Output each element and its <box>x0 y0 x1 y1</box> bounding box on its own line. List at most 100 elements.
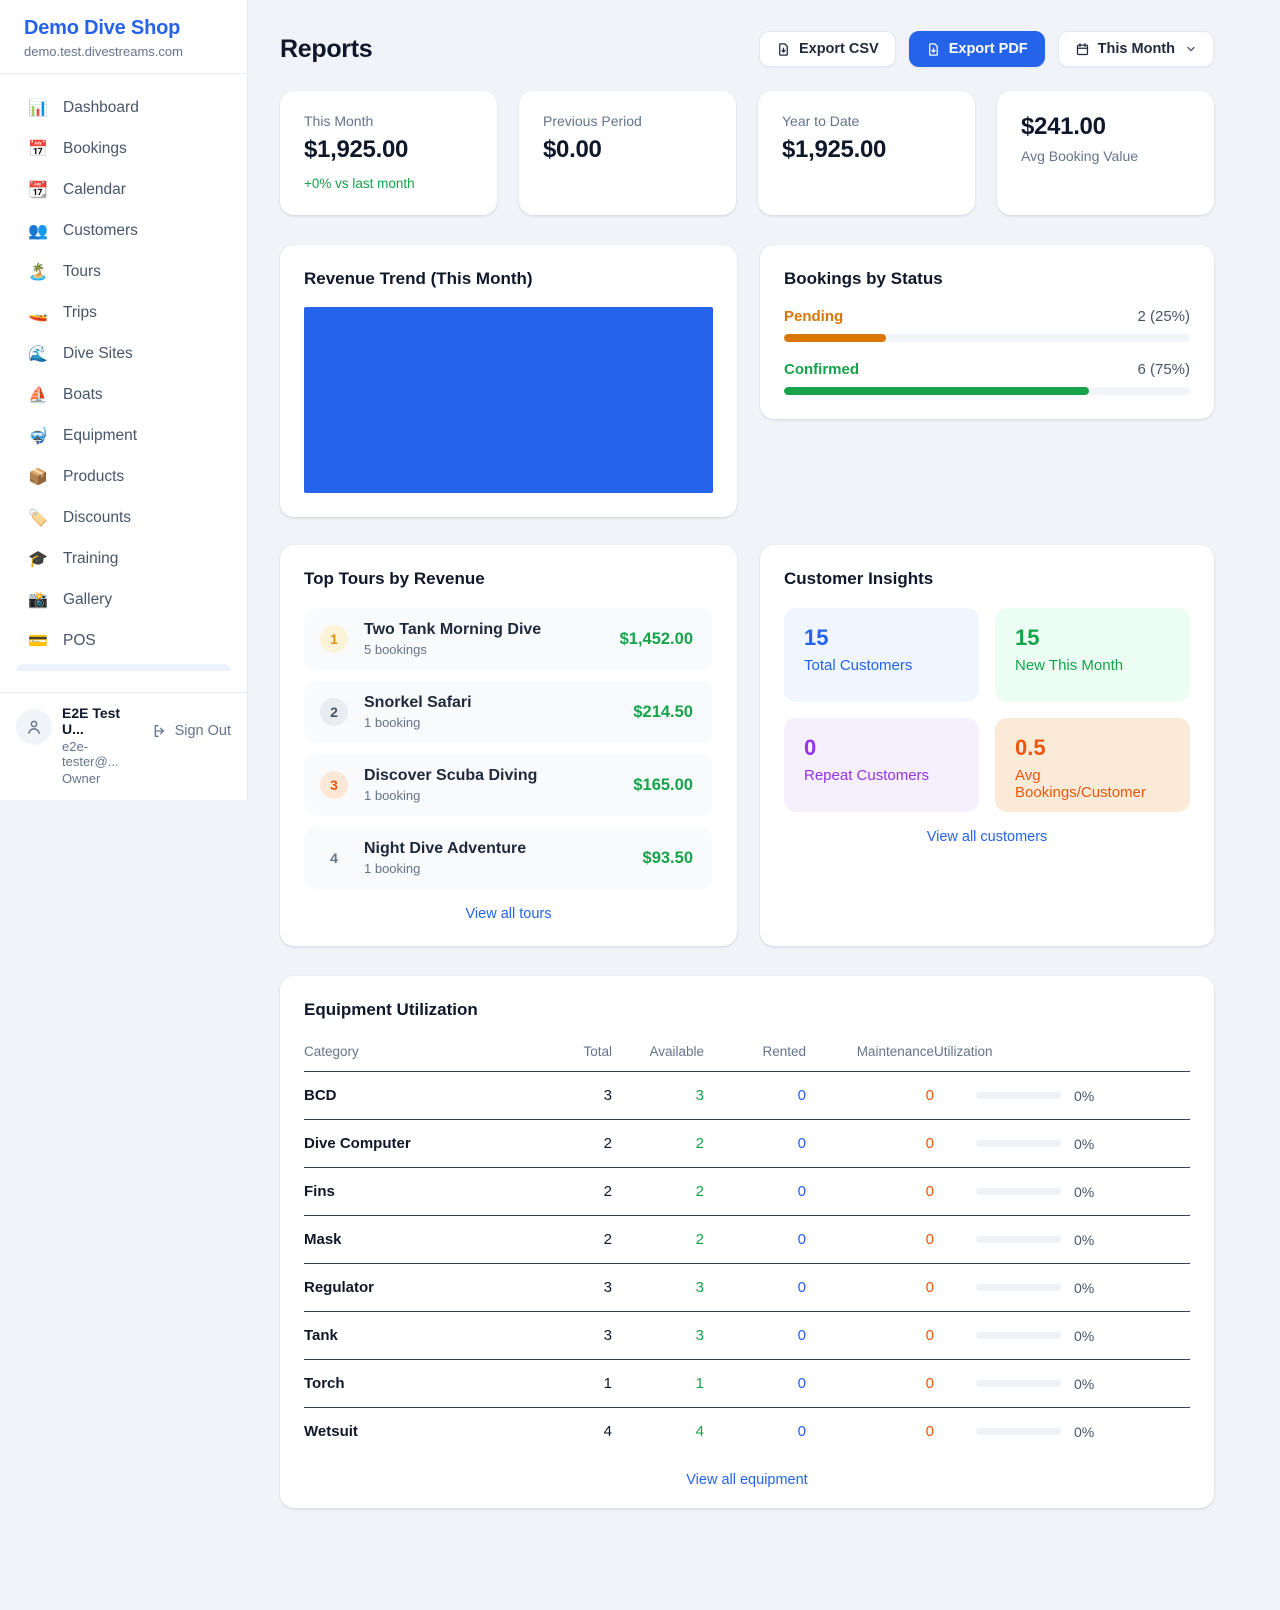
sidebar-item-label: Dashboard <box>63 99 139 116</box>
main-content: Reports Export CSV Export PDF This Month <box>280 0 1214 1508</box>
sidebar-item-calendar[interactable]: 📆 Calendar <box>16 172 231 208</box>
cell-available: 3 <box>612 1311 704 1360</box>
revenue-trend-title: Revenue Trend (This Month) <box>304 269 533 288</box>
sidebar-item-label: Equipment <box>63 427 138 444</box>
cell-utilization: 0% <box>934 1311 1190 1360</box>
sidebar-item-reports-partial[interactable] <box>16 664 231 671</box>
tour-row[interactable]: 4 Night Dive Adventure 1 booking $93.50 <box>304 827 713 889</box>
sidebar-item-pos[interactable]: 💳 POS <box>16 623 231 659</box>
sidebar-item-trips[interactable]: 🚤 Trips <box>16 295 231 331</box>
utilization-bar <box>976 1188 1061 1195</box>
cell-maintenance: 0 <box>925 1423 934 1440</box>
tour-revenue: $214.50 <box>633 702 693 721</box>
sidebar-item-gallery[interactable]: 📸 Gallery <box>16 582 231 618</box>
period-dropdown[interactable]: This Month <box>1057 31 1214 67</box>
sidebar-item-dashboard[interactable]: 📊 Dashboard <box>16 90 231 126</box>
chevron-down-icon <box>1187 46 1195 52</box>
equipment-table: Category Total Available Rented Maintena… <box>304 1034 1190 1455</box>
col-available: Available <box>612 1034 704 1072</box>
cell-maintenance: 0 <box>806 1071 934 1120</box>
user-role: Owner <box>62 771 101 786</box>
sidebar-item-label: Gallery <box>63 591 113 608</box>
shop-name: Demo Dive Shop <box>24 17 181 39</box>
cell-maintenance: 0 <box>806 1359 934 1408</box>
sidebar-item-training[interactable]: 🎓 Training <box>16 541 231 577</box>
sidebar-item-label: Bookings <box>63 140 127 157</box>
cell-category: Torch <box>304 1359 522 1408</box>
sidebar-item-products[interactable]: 📦 Products <box>16 459 231 495</box>
cell-available: 3 <box>612 1071 704 1120</box>
cell-total: 2 <box>522 1119 612 1168</box>
view-all-equipment-link[interactable]: View all equipment <box>686 1472 808 1488</box>
utilization-percent: 0% <box>1074 1183 1095 1200</box>
sidebar-item-label: Dive Sites <box>63 345 133 362</box>
sign-out-button[interactable]: Sign Out <box>152 723 231 739</box>
sidebar-item-label: Discounts <box>63 509 132 526</box>
equipment-table-header: Category Total Available Rented Maintena… <box>304 1034 1190 1072</box>
cell-maintenance: 0 <box>806 1167 934 1216</box>
view-all-customers-link[interactable]: View all customers <box>926 829 1048 845</box>
insight-tile-total-customers: 15 Total Customers <box>784 608 979 702</box>
rank-badge: 2 <box>320 698 348 726</box>
camera-icon: 📸 <box>28 592 48 609</box>
utilization-bar <box>976 1380 1061 1387</box>
stat-card-year-to-date: Year to Date $1,925.00 <box>758 91 975 215</box>
stat-card-previous-period: Previous Period $0.00 <box>519 91 736 215</box>
table-row[interactable]: BCD 3 3 0 0 0% <box>304 1071 1190 1120</box>
cell-category: Wetsuit <box>304 1423 358 1440</box>
sidebar-item-bookings[interactable]: 📅 Bookings <box>16 131 231 167</box>
cell-utilization: 0% <box>934 1215 1190 1264</box>
cell-total: 3 <box>522 1263 612 1312</box>
calendar-icon: 📆 <box>28 182 48 199</box>
stat-value: $241.00 <box>1021 113 1106 140</box>
col-category: Category <box>304 1034 522 1072</box>
sidebar-item-label: Tours <box>63 263 101 280</box>
sidebar-item-discounts[interactable]: 🏷️ Discounts <box>16 500 231 536</box>
table-row[interactable]: Tank 3 3 0 0 0% <box>304 1311 1190 1360</box>
cell-maintenance: 0 <box>806 1311 934 1360</box>
bookings-by-status-title: Bookings by Status <box>784 269 943 288</box>
table-row[interactable]: Regulator 3 3 0 0 0% <box>304 1263 1190 1312</box>
export-pdf-button[interactable]: Export PDF <box>908 31 1045 67</box>
calendar-17-icon: 📅 <box>28 141 48 158</box>
top-tours-card: Top Tours by Revenue 1 Two Tank Morning … <box>280 545 737 946</box>
sidebar-item-boats[interactable]: ⛵ Boats <box>16 377 231 413</box>
island-icon: 🏝️ <box>28 264 48 281</box>
table-row[interactable]: Fins 2 2 0 0 0% <box>304 1167 1190 1216</box>
tour-name: Night Dive Adventure <box>364 840 527 857</box>
sidebar-item-equipment[interactable]: 🤿 Equipment <box>16 418 231 454</box>
cell-available: 2 <box>612 1215 704 1264</box>
dive-mask-icon: 🤿 <box>28 428 48 445</box>
cell-available: 2 <box>612 1119 704 1168</box>
tour-row[interactable]: 1 Two Tank Morning Dive 5 bookings $1,45… <box>304 608 713 670</box>
sign-out-icon <box>154 725 164 737</box>
tour-row[interactable]: 2 Snorkel Safari 1 booking $214.50 <box>304 681 713 743</box>
sidebar-item-tours[interactable]: 🏝️ Tours <box>16 254 231 290</box>
tour-row[interactable]: 3 Discover Scuba Diving 1 booking $165.0… <box>304 754 713 816</box>
utilization-percent: 0% <box>1074 1423 1095 1440</box>
avatar <box>16 709 52 745</box>
table-row[interactable]: Wetsuit 4 4 0 0 0% <box>304 1408 1190 1456</box>
cell-utilization: 0% <box>934 1408 1190 1456</box>
table-row[interactable]: Torch 1 1 0 0 0% <box>304 1359 1190 1408</box>
table-row[interactable]: Dive Computer 2 2 0 0 0% <box>304 1119 1190 1168</box>
cell-utilization: 0% <box>934 1167 1190 1216</box>
cell-available: 1 <box>612 1359 704 1408</box>
cell-category: Tank <box>304 1311 522 1360</box>
top-tours-title: Top Tours by Revenue <box>304 569 485 588</box>
cell-utilization: 0% <box>934 1263 1190 1312</box>
cell-category: Fins <box>304 1167 522 1216</box>
utilization-bar <box>976 1428 1061 1435</box>
sidebar-item-label: Customers <box>63 222 138 239</box>
table-row[interactable]: Mask 2 2 0 0 0% <box>304 1215 1190 1264</box>
col-maintenance: Maintenance <box>806 1034 934 1072</box>
cell-category: Regulator <box>304 1263 522 1312</box>
stat-card-avg-booking-value: $241.00 Avg Booking Value <box>997 91 1214 215</box>
cell-available: 2 <box>612 1167 704 1216</box>
sidebar-item-customers[interactable]: 👥 Customers <box>16 213 231 249</box>
calendar-icon <box>1076 42 1088 55</box>
sidebar-item-dive-sites[interactable]: 🌊 Dive Sites <box>16 336 231 372</box>
export-csv-button[interactable]: Export CSV <box>758 31 896 67</box>
insight-value: 0.5 <box>1015 735 1046 760</box>
view-all-tours-link[interactable]: View all tours <box>465 906 552 922</box>
